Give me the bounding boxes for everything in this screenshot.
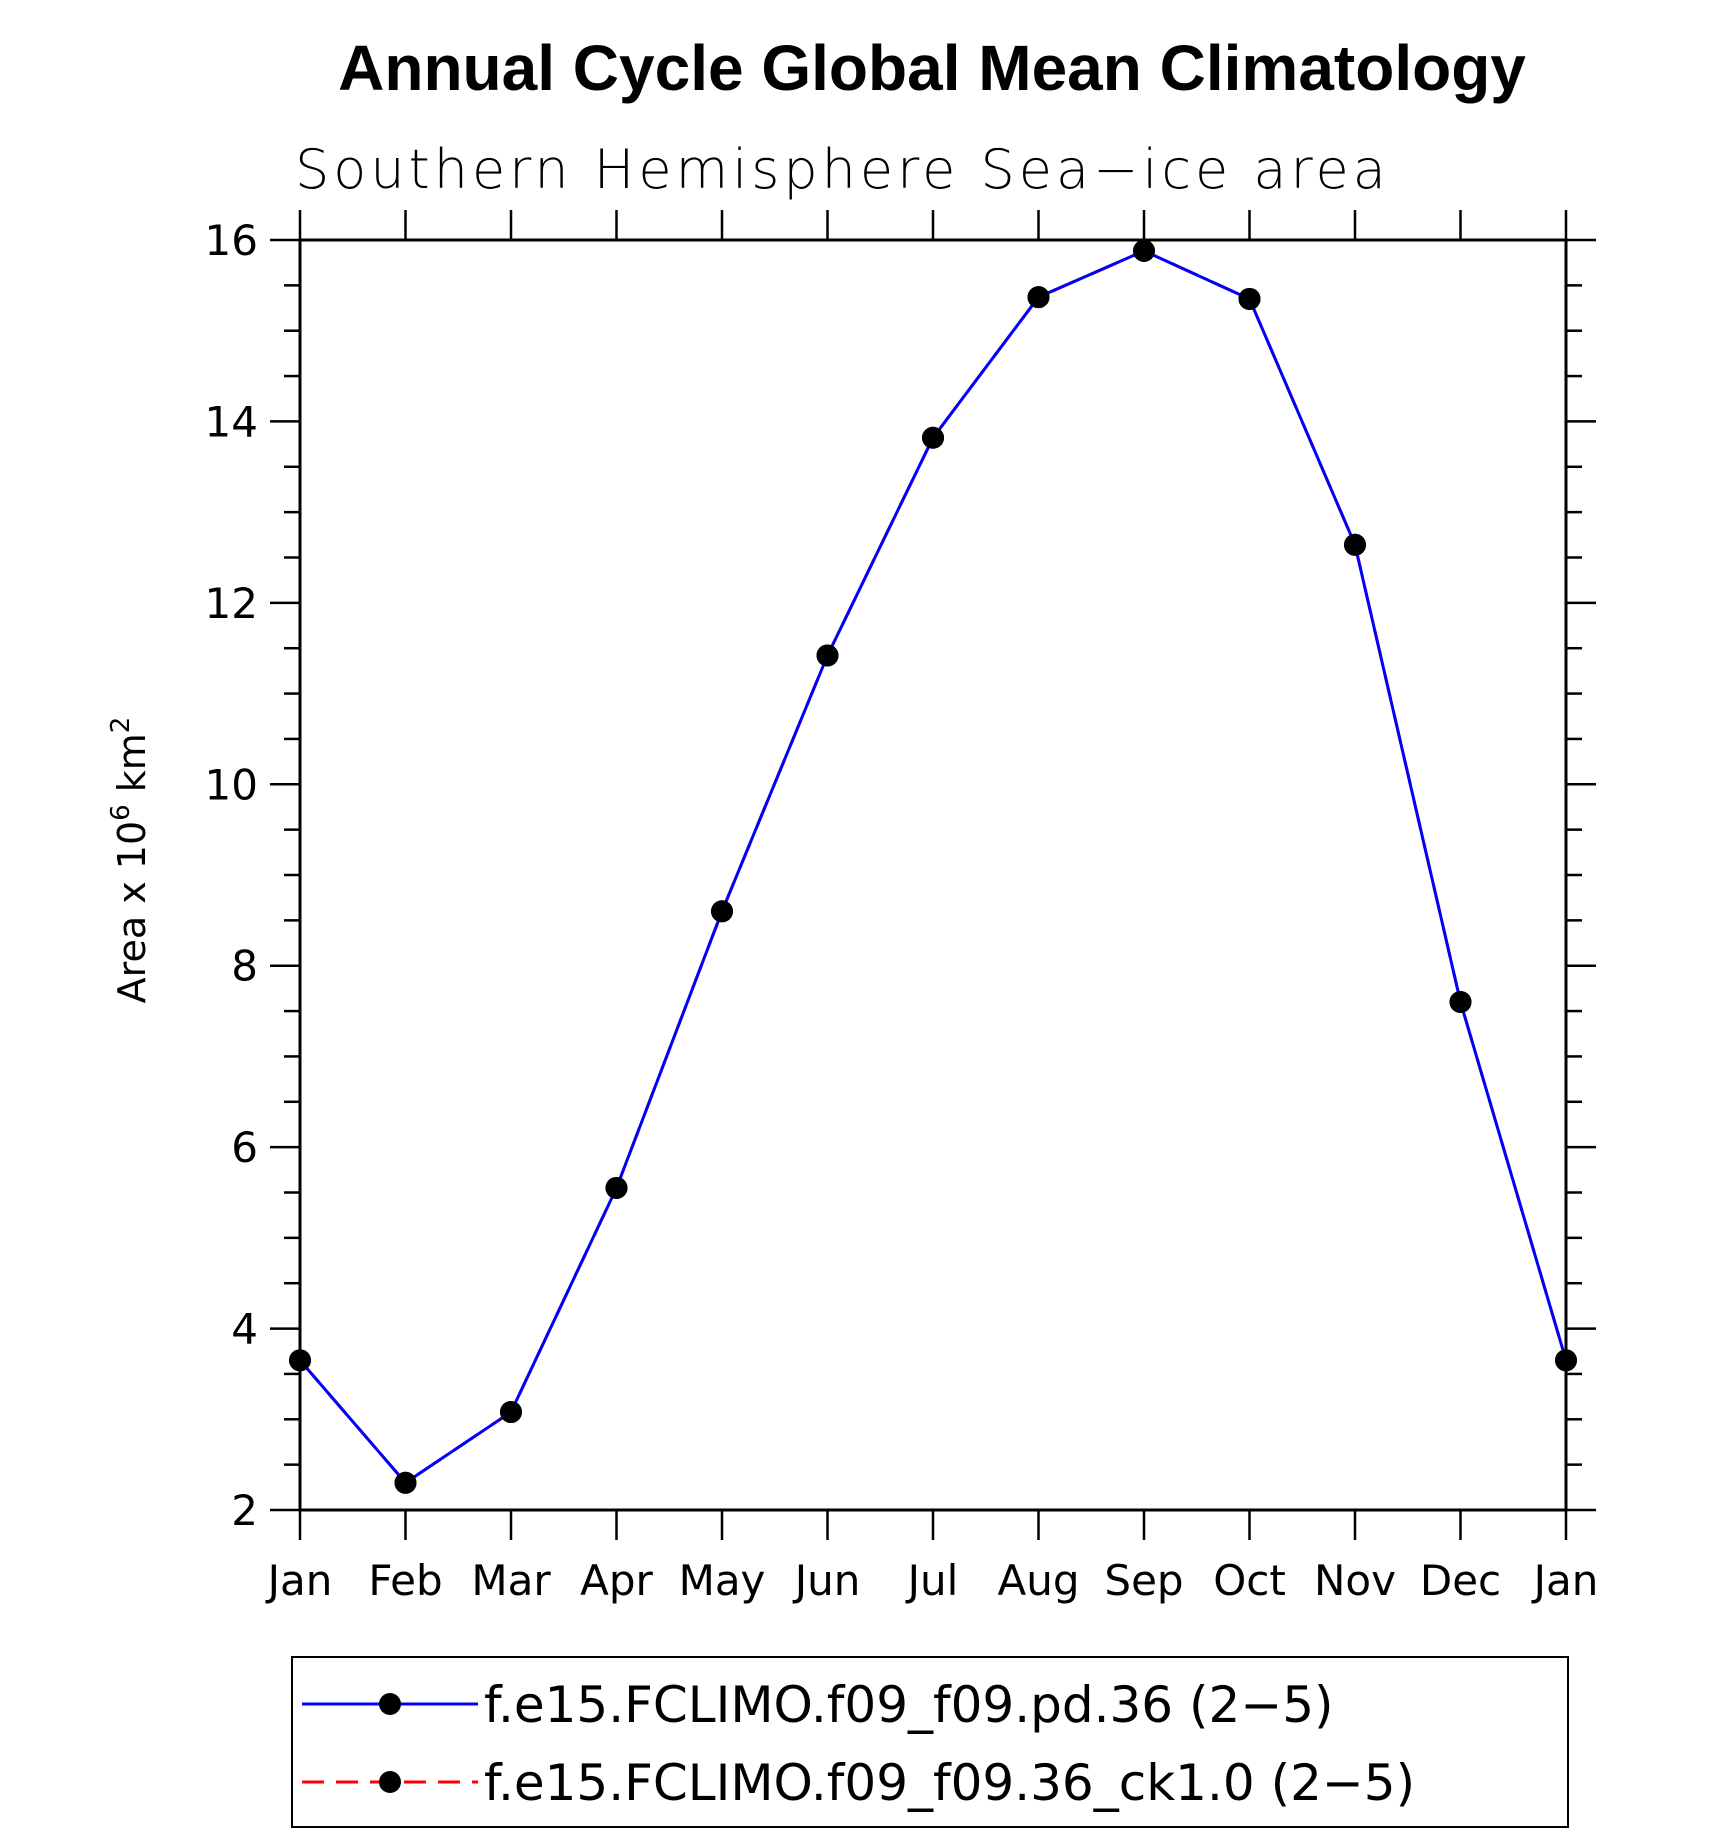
plot-axes: 2 4 6 8 10 12 14 16 Jan Feb Mar Apr May Jun Jul Aug Sep O… [205, 210, 1599, 1605]
chart-subtitle: Southern Hemisphere Sea−ice area [295, 138, 1390, 201]
data-point [816, 644, 839, 667]
data-point [1027, 286, 1050, 309]
x-tick-label: Dec [1420, 1556, 1501, 1605]
data-point [922, 426, 944, 449]
x-tick-label: Sep [1104, 1556, 1183, 1605]
y-tick-label: 12 [205, 579, 258, 628]
chart-title: Annual Cycle Global Mean Climatology [338, 32, 1526, 104]
y-tick-label: 6 [231, 1123, 258, 1172]
x-tick-label: Nov [1314, 1556, 1396, 1605]
x-tick-label: Jul [905, 1556, 959, 1605]
x-tick-label: Feb [368, 1556, 442, 1605]
y-axis-label: Area x 106 km2 [106, 717, 154, 1004]
data-point [1344, 533, 1366, 556]
y-tick-label: 2 [231, 1486, 258, 1535]
legend: f.e15.FCLIMO.f09_f09.pd.36 (2−5) f.e15.FC… [291, 1656, 1569, 1828]
legend-marker-2 [379, 1771, 401, 1793]
y-tick-label: 16 [205, 216, 258, 265]
legend-marker-1 [379, 1693, 401, 1715]
data-point [1449, 991, 1472, 1013]
x-tick-label: Jan [1531, 1556, 1599, 1605]
legend-box [291, 1656, 1569, 1828]
data-point [1133, 239, 1155, 262]
x-tick-label: Mar [471, 1556, 551, 1605]
legend-label-1: f.e15.FCLIMO.f09_f09.pd.36 (2−5) [484, 1676, 1334, 1734]
x-tick-label: Oct [1213, 1556, 1286, 1605]
data-point [605, 1176, 628, 1199]
data-point [394, 1471, 417, 1494]
x-tick-label: Jan [265, 1556, 333, 1605]
series-layer [289, 239, 1577, 1494]
y-tick-label: 4 [231, 1305, 258, 1354]
x-tick-label: Jun [792, 1556, 861, 1605]
y-tick-label: 8 [231, 942, 258, 991]
data-point [1555, 1349, 1577, 1372]
data-point [289, 1349, 311, 1372]
legend-label-2: f.e15.FCLIMO.f09_f09.36_ck1.0 (2−5) [484, 1754, 1415, 1812]
data-point [1238, 287, 1261, 310]
x-tick-label: May [679, 1556, 766, 1605]
y-tick-label: 14 [205, 397, 258, 446]
x-tick-label: Aug [997, 1556, 1079, 1605]
x-tick-label: Apr [580, 1556, 653, 1605]
y-tick-label: 10 [205, 760, 258, 809]
data-point [500, 1401, 522, 1424]
data-point [711, 900, 733, 923]
